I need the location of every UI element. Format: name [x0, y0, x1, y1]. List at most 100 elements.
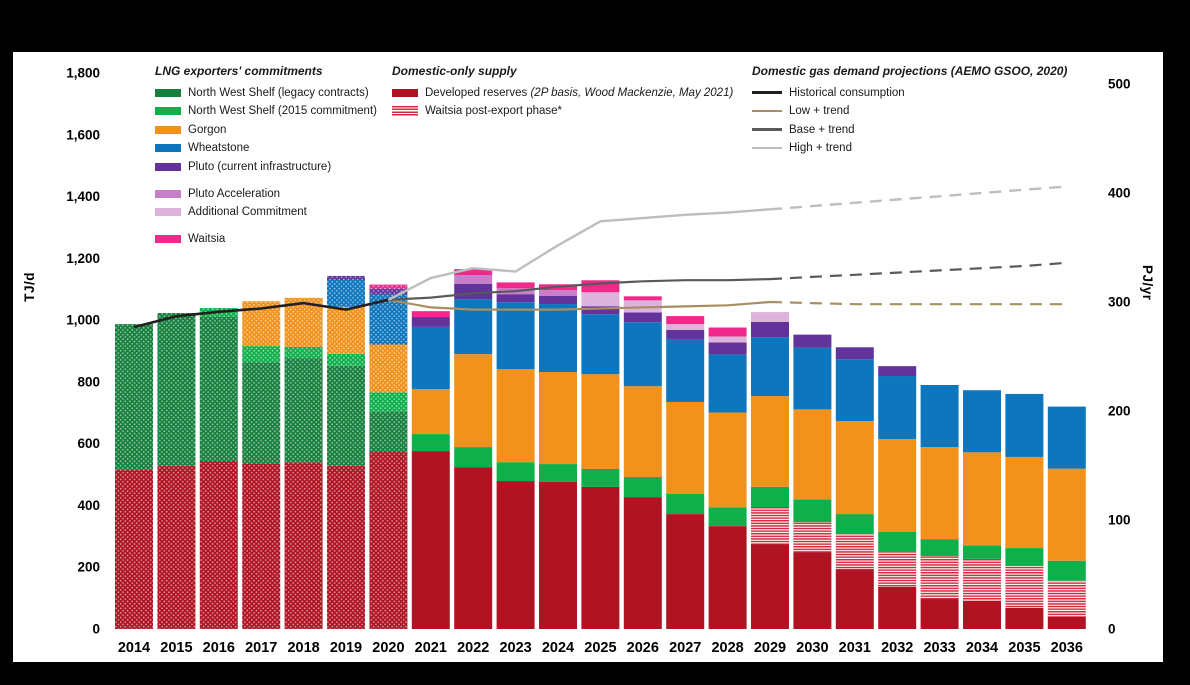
legend-item: Waitsia post-export phase* — [392, 105, 733, 118]
bar-segment — [920, 556, 959, 600]
bar-segment — [454, 467, 493, 629]
bar-segment — [411, 311, 450, 318]
bar-segment — [454, 447, 493, 468]
bar-segment — [539, 481, 577, 629]
x-axis-year-label: 2014 — [118, 640, 150, 656]
x-axis-year-label: 2016 — [203, 640, 235, 656]
bar-segment — [666, 494, 705, 515]
bar-segment — [878, 439, 917, 533]
bar-segment — [581, 374, 620, 469]
bar-texture-overlay — [327, 275, 365, 629]
legend-swatch — [155, 208, 181, 216]
bar-segment — [878, 532, 917, 553]
bar-segment — [581, 292, 620, 307]
left-axis-tick-label: 1,600 — [66, 127, 100, 142]
right-axis-title: PJ/yr — [1140, 265, 1155, 301]
lines-layer — [133, 185, 1067, 329]
x-axis-year-label: 2027 — [669, 640, 701, 656]
left-axis-tick-label: 1,200 — [66, 251, 100, 266]
legend-item-label: North West Shelf (legacy contracts) — [188, 86, 369, 99]
left-axis-tick-label: 1,000 — [66, 313, 100, 328]
legend-group-lng-exporters: LNG exporters' commitments North West Sh… — [155, 64, 377, 251]
bar-segment — [666, 401, 705, 495]
bar-segment — [793, 347, 832, 410]
x-axis-year-label: 2035 — [1008, 640, 1040, 656]
bar-segment — [835, 569, 874, 629]
legend-item-label: Pluto (current infrastructure) — [188, 160, 332, 173]
bar-segment — [751, 396, 789, 487]
demand-line — [388, 278, 771, 301]
left-axis-tick-label: 0 — [92, 622, 100, 637]
legend-item: Developed reserves (2P basis, Wood Macke… — [392, 86, 733, 99]
legend-swatch — [752, 146, 782, 150]
demand-line — [769, 261, 1067, 281]
x-axis-year-label: 2021 — [415, 640, 447, 656]
legend-items: North West Shelf (legacy contracts) North… — [155, 86, 377, 246]
legend-group-title: LNG exporters' commitments — [155, 64, 323, 78]
right-axis-tick-label: 400 — [1108, 186, 1131, 201]
bars-layer — [115, 269, 1086, 629]
bar-segment — [793, 499, 832, 523]
legend-item: North West Shelf (2015 commitment) — [155, 105, 377, 118]
bar-segment — [623, 322, 662, 387]
bar-segment — [1047, 616, 1086, 629]
bar-segment — [411, 317, 450, 327]
bar-segment — [1005, 456, 1044, 549]
bar-segment — [835, 421, 874, 515]
bar-segment — [411, 326, 450, 389]
bar-segment — [751, 506, 789, 545]
bar-segment — [793, 334, 832, 348]
bar-segment — [920, 539, 959, 557]
x-axis-year-label: 2024 — [542, 640, 574, 656]
x-axis-year-label: 2025 — [584, 640, 616, 656]
bar-segment — [496, 369, 535, 463]
legend-swatch — [155, 125, 181, 134]
bar-segment — [539, 290, 577, 297]
bar-segment — [963, 452, 1001, 546]
bar-segment — [454, 354, 493, 448]
bar-segment — [666, 514, 705, 629]
bar-segment — [623, 497, 662, 629]
bar-segment — [751, 321, 789, 338]
x-axis-year-label: 2023 — [499, 640, 531, 656]
legend-group-domestic-supply: Domestic-only supply Developed reserves … — [392, 64, 733, 123]
demand-line — [388, 298, 771, 311]
legend-items: Developed reserves (2P basis, Wood Macke… — [392, 86, 733, 118]
bar-segment — [496, 294, 535, 303]
bar-segment — [878, 552, 917, 587]
legend-item-label: Additional Commitment — [188, 206, 307, 218]
legend-swatch — [752, 91, 782, 94]
left-axis-tick-label: 800 — [77, 374, 100, 389]
bar-segment — [708, 412, 747, 508]
demand-line — [769, 300, 1067, 306]
legend-group-title: Domestic gas demand projections (AEMO GS… — [752, 64, 1068, 78]
legend-item-label: Developed reserves (2P basis, Wood Macke… — [425, 86, 734, 99]
legend-swatch — [155, 144, 181, 152]
legend-swatch — [392, 106, 418, 116]
x-axis-year-label: 2029 — [754, 640, 786, 656]
legend-item: Historical consumption — [752, 86, 1067, 99]
bar-segment — [835, 534, 874, 570]
bar-segment — [963, 545, 1001, 559]
bar-segment — [411, 434, 450, 452]
bar-segment — [666, 338, 705, 402]
left-axis-tick-label: 1,400 — [66, 189, 100, 204]
bar-segment — [708, 526, 747, 629]
bar-segment — [963, 390, 1001, 453]
bar-segment — [920, 384, 959, 448]
legend-item-label: Base + trend — [789, 123, 855, 136]
bar-segment — [623, 386, 662, 478]
legend-item-label: Waitsia post-export phase* — [425, 105, 563, 117]
x-axis-year-label: 2036 — [1051, 640, 1083, 656]
bar-segment — [793, 552, 832, 629]
legend-swatch — [155, 189, 181, 198]
bar-segment — [1005, 548, 1044, 566]
bar-segment — [1005, 565, 1044, 608]
bar-segment — [581, 468, 620, 487]
bar-segment — [708, 342, 747, 355]
bar-texture-overlay — [284, 297, 323, 629]
bar-segment — [581, 314, 620, 375]
bar-segment — [708, 327, 747, 337]
x-axis-year-label: 2022 — [457, 640, 489, 656]
